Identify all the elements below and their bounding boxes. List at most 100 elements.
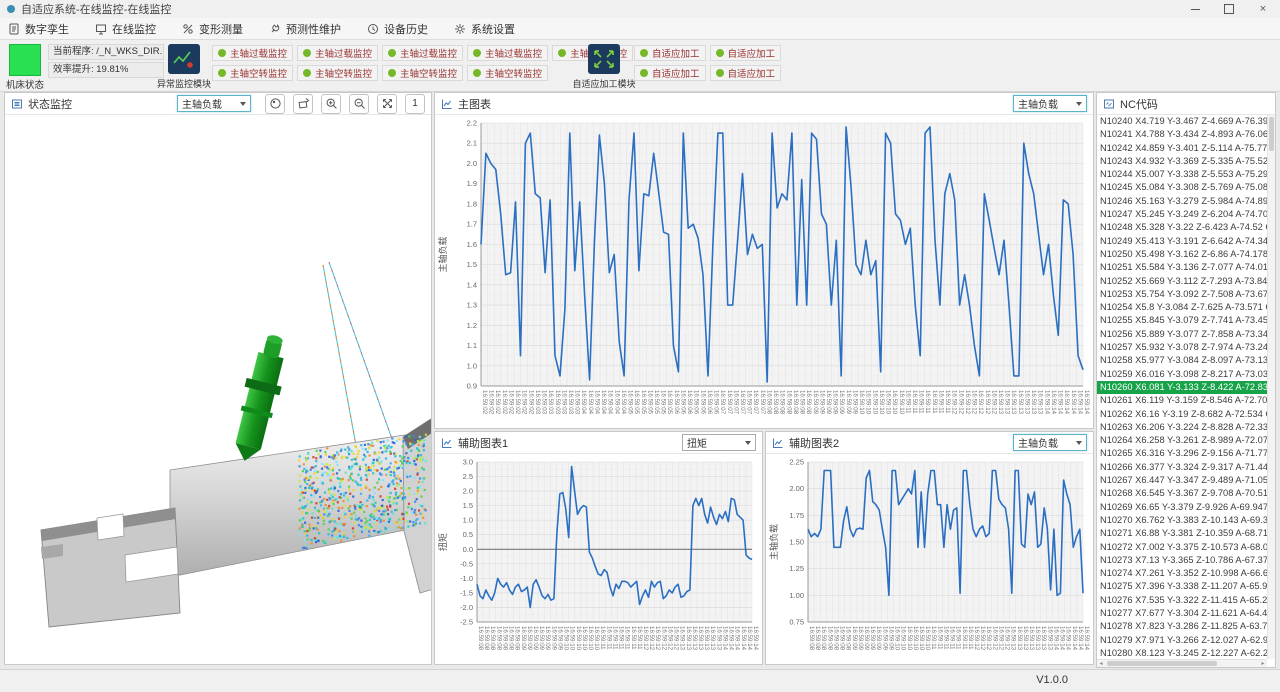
abnormal-monitor-module-icon[interactable] <box>168 44 200 74</box>
menu-item-device-history[interactable]: 设备历史 <box>367 21 428 37</box>
svg-text:16:59:08: 16:59:08 <box>779 390 786 415</box>
scroll-left-arrow[interactable]: ◂ <box>1099 661 1103 667</box>
menu-item-system-settings[interactable]: 系统设置 <box>454 21 515 37</box>
nc-line[interactable]: N10271 X6.88 Y-3.381 Z-10.359 A-68.711 <box>1100 528 1267 539</box>
zoom-in-button[interactable] <box>321 93 341 114</box>
svg-text:16:59:14: 16:59:14 <box>1057 390 1064 415</box>
nc-line[interactable]: N10278 X7.823 Y-3.286 Z-11.825 A-63.73 <box>1100 621 1267 632</box>
spindle-idle-monitor-button-4[interactable]: 主轴空转监控 <box>467 65 549 81</box>
aux-chart1-signal-select[interactable]: 扭矩 <box>682 434 756 451</box>
nc-line[interactable]: N10243 X4.932 Y-3.369 Z-5.335 A-75.523 <box>1100 155 1267 166</box>
view-signal-select[interactable]: 主轴负载 <box>177 95 251 112</box>
nc-line[interactable]: N10280 X8.123 Y-3.245 Z-12.227 A-62.23 <box>1100 647 1267 658</box>
nc-line[interactable]: N10263 X6.206 Y-3.224 Z-8.828 A-72.33 C <box>1100 421 1267 432</box>
adaptive-module-icon[interactable] <box>588 44 620 74</box>
nc-line[interactable]: N10275 X7.396 Y-3.338 Z-11.207 A-65.95 <box>1100 581 1267 592</box>
nc-line[interactable]: N10272 X7.002 Y-3.375 Z-10.573 A-68.05 <box>1100 541 1267 552</box>
nc-line[interactable]: N10246 X5.163 Y-3.279 Z-5.984 A-74.892 <box>1100 195 1267 206</box>
nc-line[interactable]: N10254 X5.8 Y-3.084 Z-7.625 A-73.571 C <box>1100 302 1267 313</box>
nc-line[interactable]: N10256 X5.889 Y-3.077 Z-7.858 A-73.348 <box>1100 328 1267 339</box>
svg-text:16:59:13: 16:59:13 <box>1034 626 1041 651</box>
nc-line[interactable]: N10261 X6.119 Y-3.159 Z-8.546 A-72.701 <box>1100 395 1267 406</box>
chevron-down-icon <box>1076 101 1082 106</box>
svg-text:1.4: 1.4 <box>467 280 477 289</box>
minimize-button[interactable] <box>1178 0 1212 18</box>
machine-status-indicator <box>9 44 41 76</box>
svg-text:16:59:12: 16:59:12 <box>648 626 655 651</box>
aux-chart2-signal-select[interactable]: 主轴负载 <box>1013 434 1087 451</box>
nc-code-list[interactable]: N10240 X4.719 Y-3.467 Z-4.669 A-76.396 N1… <box>1097 115 1267 659</box>
adaptive-machining-button-r1-2[interactable]: 自适应加工 <box>709 45 782 61</box>
nc-line[interactable]: N10257 X5.932 Y-3.078 Z-7.974 A-73.243 <box>1100 342 1267 353</box>
svg-text:16:59:13: 16:59:13 <box>1023 390 1030 415</box>
nc-line[interactable]: N10273 X7.13 Y-3.365 Z-10.786 A-67.372 <box>1100 554 1267 565</box>
zoom-out-button[interactable] <box>349 93 369 114</box>
adaptive-machining-button-r2-1[interactable]: 自适应加工 <box>634 65 706 81</box>
close-button[interactable]: × <box>1246 0 1280 18</box>
nc-vertical-scrollbar[interactable] <box>1267 115 1275 659</box>
nc-line[interactable]: N10279 X7.971 Y-3.266 Z-12.027 A-62.98 <box>1100 634 1267 645</box>
spindle-overload-monitor-button-1[interactable]: 主轴过载监控 <box>212 45 294 61</box>
spindle-overload-monitor-button-3[interactable]: 主轴过载监控 <box>382 45 464 61</box>
spindle-idle-monitor-button-1[interactable]: 主轴空转监控 <box>212 65 294 81</box>
nc-line[interactable]: N10270 X6.762 Y-3.383 Z-10.143 A-69.34 <box>1100 514 1267 525</box>
nc-line[interactable]: N10245 X5.084 Y-3.308 Z-5.769 A-75.088 <box>1100 182 1267 193</box>
nc-line[interactable]: N10274 X7.261 Y-3.352 Z-10.998 A-66.67 <box>1100 568 1267 579</box>
nc-line[interactable]: N10264 X6.258 Y-3.261 Z-8.989 A-72.072 <box>1100 435 1267 446</box>
nc-line[interactable]: N10248 X5.328 Y-3.22 Z-6.423 A-74.52 C <box>1100 222 1267 233</box>
menu-item-online-monitor[interactable]: 在线监控 <box>95 21 156 37</box>
nc-line[interactable]: N10267 X6.447 Y-3.347 Z-9.489 A-71.055 <box>1100 475 1267 486</box>
main-chart-signal-select[interactable]: 主轴负载 <box>1013 95 1087 112</box>
nc-line[interactable]: N10241 X4.788 Y-3.434 Z-4.893 A-76.062 <box>1100 129 1267 140</box>
scroll-right-arrow[interactable]: ▸ <box>1261 661 1265 667</box>
nc-line[interactable]: N10262 X6.16 Y-3.19 Z-8.682 A-72.534 C <box>1100 408 1267 419</box>
svg-text:16:59:14: 16:59:14 <box>746 626 753 651</box>
nc-line[interactable]: N10255 X5.845 Y-3.079 Z-7.741 A-73.458 <box>1100 315 1267 326</box>
nc-line[interactable]: N10265 X6.316 Y-3.296 Z-9.156 A-71.771 <box>1100 448 1267 459</box>
nc-vscroll-thumb[interactable] <box>1269 117 1274 151</box>
machine-3d-view[interactable] <box>5 115 431 664</box>
nc-line[interactable]: N10240 X4.719 Y-3.467 Z-4.669 A-76.396 <box>1100 116 1267 126</box>
nc-line[interactable]: N10259 X6.016 Y-3.098 Z-8.217 A-73.036 <box>1100 368 1267 379</box>
nc-line[interactable]: N10250 X5.498 Y-3.162 Z-6.86 A-74.178 C <box>1100 248 1267 259</box>
spindle-idle-monitor-button-2[interactable]: 主轴空转监控 <box>297 65 379 81</box>
adaptive-machining-button-r1-1[interactable]: 自适应加工 <box>634 45 706 61</box>
view-1-button[interactable]: 1 <box>405 93 425 114</box>
chevron-down-icon <box>745 440 751 445</box>
svg-text:1.0: 1.0 <box>463 516 473 525</box>
nc-horizontal-scrollbar[interactable]: ◂ ▸ <box>1097 659 1267 667</box>
menu-item-predictive-maintenance[interactable]: 预测性维护 <box>269 21 341 37</box>
svg-text:16:59:09: 16:59:09 <box>838 390 845 415</box>
spindle-idle-monitor-button-3[interactable]: 主轴空转监控 <box>382 65 464 81</box>
svg-text:16:59:09: 16:59:09 <box>869 626 876 651</box>
nc-line-active[interactable]: N10260 X6.081 Y-3.133 Z-8.422 A-72.835 <box>1097 380 1267 395</box>
menu-item-deformation-measure[interactable]: 变形测量 <box>182 21 243 37</box>
render-style-button[interactable] <box>265 93 285 114</box>
nc-hscroll-thumb[interactable] <box>1107 661 1217 666</box>
svg-text:16:59:12: 16:59:12 <box>666 626 673 651</box>
nc-line[interactable]: N10258 X5.977 Y-3.084 Z-8.097 A-73.138 <box>1100 355 1267 366</box>
nc-line[interactable]: N10244 X5.007 Y-3.338 Z-5.553 A-75.297 <box>1100 169 1267 180</box>
rotate-view-button[interactable] <box>293 93 313 114</box>
nc-line[interactable]: N10266 X6.377 Y-3.324 Z-9.317 A-71.443 <box>1100 461 1267 472</box>
nc-line[interactable]: N10247 X5.245 Y-3.249 Z-6.204 A-74.701 <box>1100 209 1267 220</box>
nc-line[interactable]: N10269 X6.65 Y-3.379 Z-9.926 A-69.947 C <box>1100 501 1267 512</box>
nc-line[interactable]: N10268 X6.545 Y-3.367 Z-9.708 A-70.519 <box>1100 488 1267 499</box>
maximize-button[interactable] <box>1212 0 1246 18</box>
nc-line[interactable]: N10249 X5.413 Y-3.191 Z-6.642 A-74.346 <box>1100 235 1267 246</box>
svg-text:1.8: 1.8 <box>467 199 477 208</box>
menu-item-digital-twin[interactable]: 数字孪生 <box>8 21 69 37</box>
svg-text:16:59:09: 16:59:09 <box>845 390 852 415</box>
spindle-overload-monitor-button-2[interactable]: 主轴过载监控 <box>297 45 379 61</box>
svg-text:16:59:13: 16:59:13 <box>1022 626 1029 651</box>
adaptive-machining-button-r2-2[interactable]: 自适应加工 <box>709 65 782 81</box>
nc-line[interactable]: N10252 X5.669 Y-3.112 Z-7.293 A-73.844 <box>1100 275 1267 286</box>
fit-view-button[interactable] <box>377 93 397 114</box>
nc-line[interactable]: N10253 X5.754 Y-3.092 Z-7.508 A-73.677 <box>1100 288 1267 299</box>
nc-line[interactable]: N10277 X7.677 Y-3.304 Z-11.621 A-64.48 <box>1100 607 1267 618</box>
nc-line[interactable]: N10251 X5.584 Y-3.136 Z-7.077 A-74.012 <box>1100 262 1267 273</box>
svg-text:1.5: 1.5 <box>467 260 477 269</box>
nc-line[interactable]: N10276 X7.535 Y-3.322 Z-11.415 A-65.22 <box>1100 594 1267 605</box>
nc-line[interactable]: N10242 X4.859 Y-3.401 Z-5.114 A-75.775 <box>1100 142 1267 153</box>
spindle-overload-monitor-button-4[interactable]: 主轴过载监控 <box>467 45 549 61</box>
